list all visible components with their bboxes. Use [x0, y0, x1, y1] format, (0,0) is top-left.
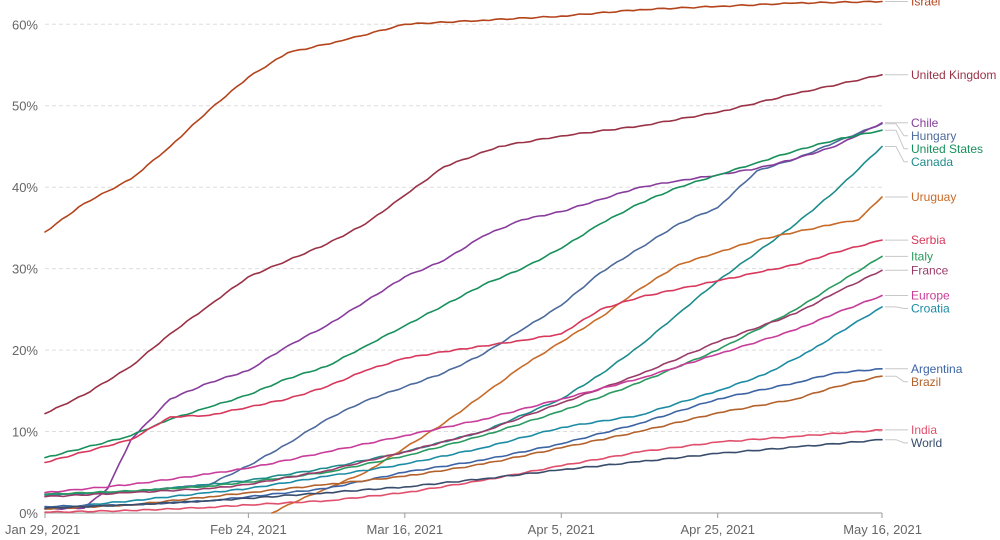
- label-connector-brazil: [885, 375, 908, 383]
- label-connector-croatia: [885, 306, 908, 309]
- gridlines: [45, 23, 882, 514]
- series-line-canada: [44, 145, 883, 496]
- series-label-italy: Italy: [911, 249, 933, 263]
- series-line-argentina: [44, 368, 883, 508]
- y-tick-label: 30%: [12, 262, 38, 277]
- y-tick-label: 10%: [12, 425, 38, 440]
- y-tick-label: 40%: [12, 180, 38, 195]
- label-connector-hungary: [885, 123, 908, 137]
- x-axis-ticks: Jan 29, 2021 Feb 24, 2021 Mar 16, 2021 Apr …: [5, 513, 922, 537]
- series-label-europe: Europe: [911, 289, 950, 303]
- series-line-brazil: [44, 375, 883, 510]
- series-label-world: World: [911, 436, 942, 450]
- x-tick-label: Mar 16, 2021: [367, 522, 444, 537]
- x-tick-label: Jan 29, 2021: [5, 522, 80, 537]
- series-line-serbia: [44, 239, 883, 464]
- series-line-india: [44, 429, 883, 514]
- series-label-croatia: Croatia: [911, 302, 950, 316]
- series-line-united-kingdom: [44, 74, 883, 415]
- label-connector-united-states: [885, 129, 908, 150]
- series-line-europe: [44, 294, 883, 494]
- x-tick-label: Feb 24, 2021: [210, 522, 287, 537]
- x-tick-label: May 16, 2021: [843, 522, 922, 537]
- series-label-india: India: [911, 423, 937, 437]
- series-line-chile: [44, 122, 883, 510]
- series-label-canada: Canada: [911, 155, 953, 169]
- series-line-france: [44, 269, 883, 498]
- y-tick-label: 60%: [12, 17, 38, 32]
- series-line-united-states: [44, 129, 883, 459]
- series-label-chile: Chile: [911, 116, 939, 130]
- series-label-france: France: [911, 263, 949, 277]
- series-line-world: [44, 438, 883, 509]
- series-lines: [44, 0, 883, 514]
- series-label-hungary: Hungary: [911, 129, 956, 143]
- series-label-serbia: Serbia: [911, 233, 946, 247]
- y-tick-label: 0%: [19, 506, 38, 521]
- series-label-uruguay: Uruguay: [911, 190, 956, 204]
- x-tick-label: Apr 5, 2021: [528, 522, 595, 537]
- series-label-argentina: Argentina: [911, 362, 963, 376]
- y-tick-label: 20%: [12, 343, 38, 358]
- series-line-croatia: [44, 306, 883, 510]
- label-connector-canada: [885, 146, 908, 163]
- label-connector-world: [885, 439, 908, 444]
- series-label-brazil: Brazil: [911, 375, 941, 389]
- label-connectors: [885, 1, 908, 444]
- y-tick-label: 50%: [12, 99, 38, 114]
- series-label-united-kingdom: United Kingdom: [911, 68, 996, 82]
- series-line-uruguay: [271, 196, 883, 514]
- series-line-italy: [44, 255, 883, 496]
- series-line-israel: [44, 0, 883, 233]
- series-label-united-states: United States: [911, 142, 983, 156]
- x-tick-label: Apr 25, 2021: [681, 522, 755, 537]
- y-axis-ticks: 0% 10% 20% 30% 40% 50% 60%: [12, 17, 38, 521]
- series-label-israel: Israel: [911, 0, 940, 8]
